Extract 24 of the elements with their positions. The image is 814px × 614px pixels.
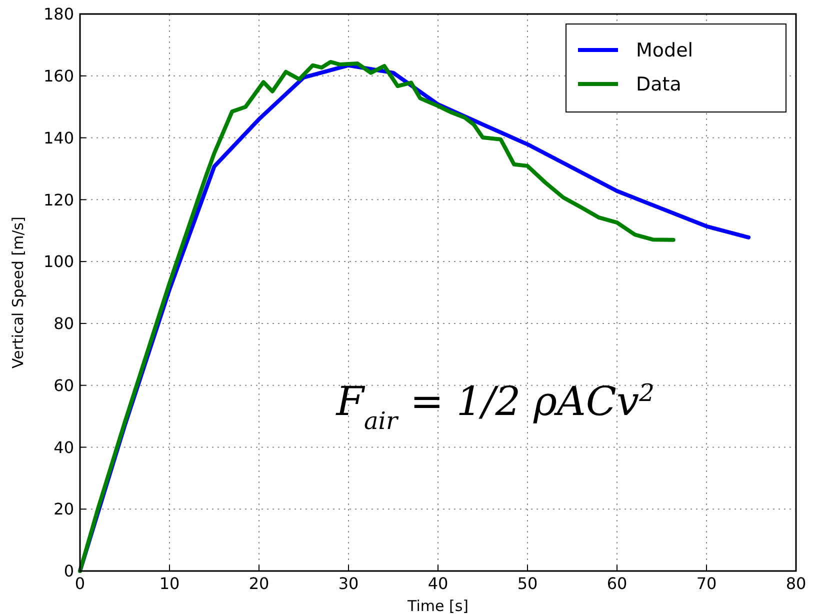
x-tick-label: 70 [696,574,717,593]
y-tick-label: 20 [54,500,74,519]
annotation: F$_{air}$ = 1/2 ρACv$^{2}$ [335,379,654,436]
x-tick-label: 0 [74,574,86,593]
x-tick-label: 80 [786,574,806,593]
x-tick-label: 30 [338,574,359,593]
x-tick-label: 20 [248,574,270,593]
y-tick-label: 40 [54,438,74,457]
legend-label: Model [636,40,694,62]
y-axis-title: Vertical Speed [m/s] [9,216,27,368]
x-tick-label: 10 [159,574,180,593]
y-tick-label: 60 [54,376,74,395]
y-tick-label: 0 [64,562,74,581]
y-tick-label: 80 [54,314,74,334]
legend-label: Data [636,74,682,96]
y-tick-label: 120 [43,190,74,210]
y-tick-label: 140 [43,128,74,148]
x-tick-label: 50 [517,574,538,593]
x-tick-label: 60 [606,574,628,593]
y-tick-label: 100 [43,252,74,272]
y-tick-label: 180 [43,4,74,24]
y-tick-label: 160 [43,66,74,86]
x-tick-label: 40 [428,574,448,593]
x-axis-title: Time [s] [406,597,468,614]
